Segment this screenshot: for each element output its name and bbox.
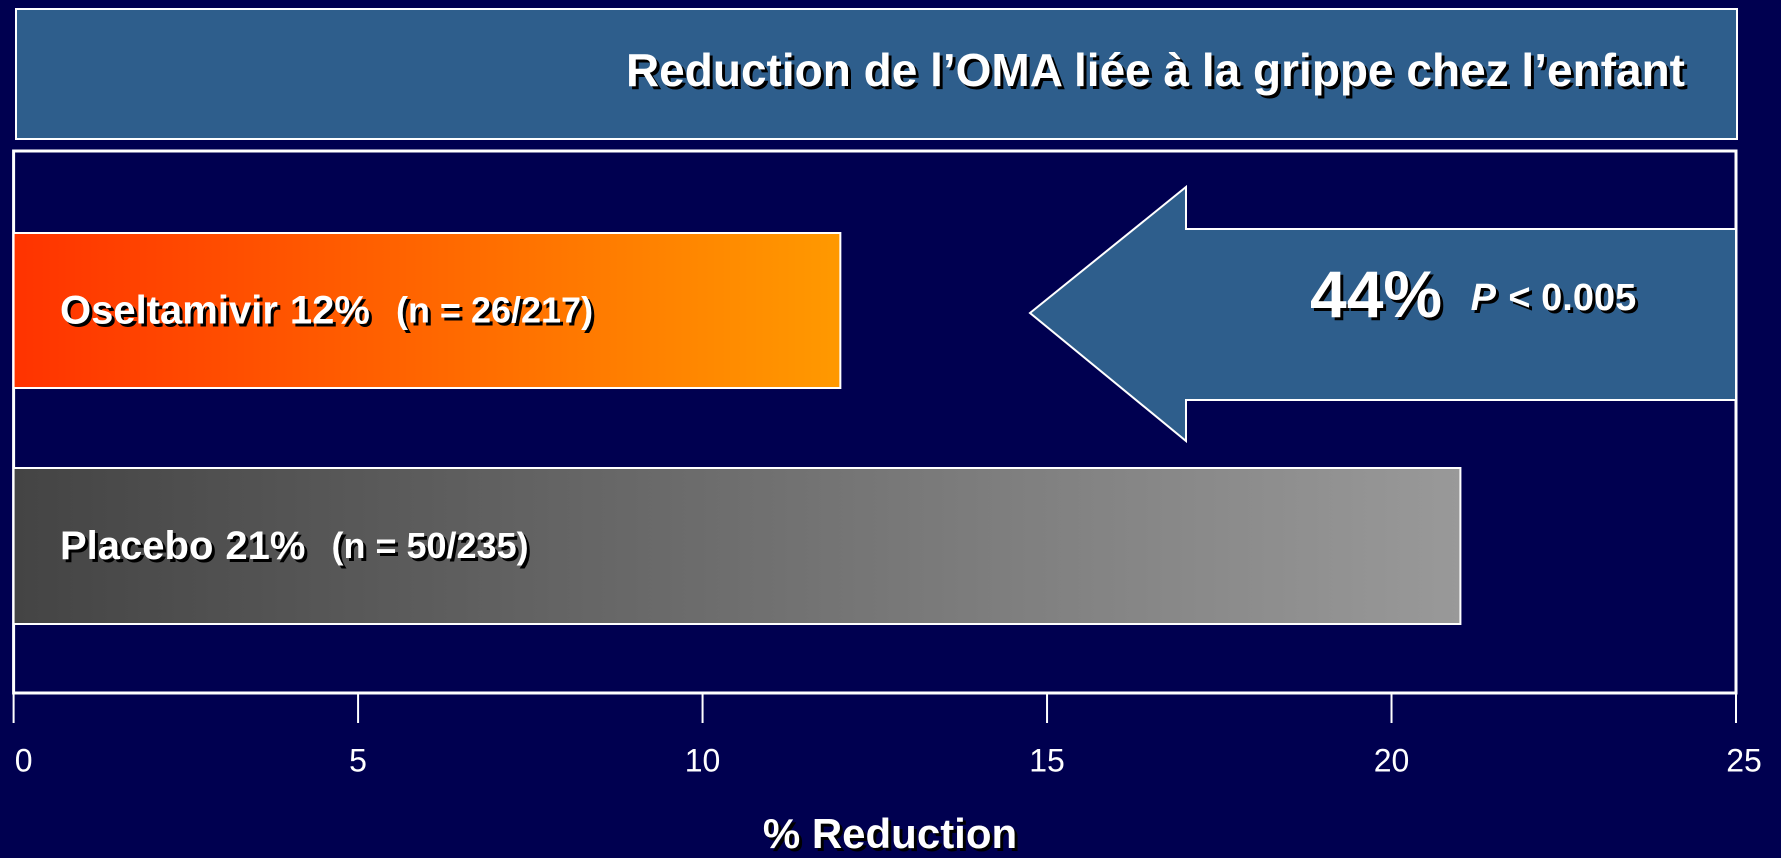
arrow [1028,184,1737,444]
x-tick-label: 25 [1726,742,1762,778]
title-box [15,8,1738,140]
bar-label: Oseltamivir 12% (n = 26/217) [60,288,593,332]
n-label: (n = 26/217) [396,289,593,330]
value-label: 12% [290,288,370,332]
bar-label: Placebo 21% (n = 50/235) [60,524,529,568]
x-tick-label: 10 [685,742,721,778]
annotation: 44% P < 0.005 [1310,257,1636,331]
chart-title: Reduction de l’OMA liée à la grippe chez… [626,44,1685,96]
value-label: 21% [225,524,305,568]
x-tick-label: 15 [1029,742,1065,778]
category-label: Placebo [60,524,213,568]
category-label: Oseltamivir [60,288,278,332]
p-value: < 0.005 [1508,277,1636,319]
p-symbol: P [1471,277,1497,319]
x-tick-label: 0 [15,742,33,778]
x-tick-label: 20 [1374,742,1410,778]
bar [12,467,1462,625]
x-axis-label: % Reduction [763,810,1017,857]
n-label: (n = 50/235) [331,525,528,566]
x-tick-label: 5 [349,742,367,778]
annotation-value: 44% [1310,257,1442,331]
bar [12,232,842,389]
